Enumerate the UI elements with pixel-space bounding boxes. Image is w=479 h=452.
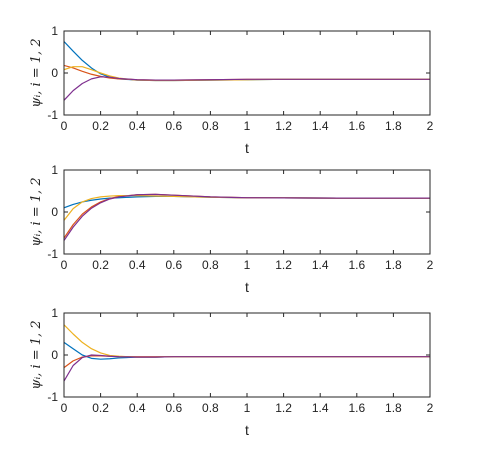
x-tick-label: 1.8	[385, 258, 402, 272]
x-tick-label: 1.6	[348, 258, 365, 272]
y-axis-label: ψᵢ, i = 1, 2	[29, 38, 44, 107]
x-axis-label: t	[245, 140, 249, 156]
y-tick-label: 1	[51, 306, 58, 320]
x-tick-label: 0	[61, 119, 68, 133]
axes-box	[63, 30, 431, 116]
x-tick-label: 0.2	[92, 119, 109, 133]
x-tick-label: 1.6	[348, 401, 365, 415]
series-line-3	[64, 195, 430, 221]
x-tick-label: 1.4	[312, 119, 329, 133]
x-tick-label: 0.6	[165, 258, 182, 272]
series-line-4	[64, 76, 430, 101]
y-tick-label: -1	[47, 390, 58, 404]
series-line-1	[64, 41, 430, 82]
x-tick-label: 0.6	[165, 401, 182, 415]
y-tick-label: -1	[47, 108, 58, 122]
series-line-4	[64, 193, 430, 241]
x-tick-label: 0.4	[129, 401, 146, 415]
x-tick-label: 1.4	[312, 258, 329, 272]
x-tick-label: 0	[61, 258, 68, 272]
axes-box	[63, 169, 431, 255]
x-tick-label: 1.6	[348, 119, 365, 133]
x-tick-label: 1.2	[275, 258, 292, 272]
y-tick-label: -1	[47, 247, 58, 261]
x-tick-label: 1	[244, 258, 251, 272]
series-line-4	[64, 354, 430, 382]
series-line-2	[64, 193, 430, 239]
x-tick-label: 0.2	[92, 258, 109, 272]
x-tick-label: 2	[427, 401, 434, 415]
x-tick-label: 0.4	[129, 119, 146, 133]
axes-box	[63, 312, 431, 398]
y-tick-label: 1	[51, 163, 58, 177]
x-axis-label: t	[245, 422, 249, 438]
x-tick-label: 0.2	[92, 401, 109, 415]
x-tick-label: 0.8	[202, 401, 219, 415]
y-tick-label: 0	[51, 66, 58, 80]
y-axis-label: ψᵢ, i = 1, 2	[29, 177, 44, 246]
series-line-3	[64, 324, 430, 358]
x-tick-label: 1.8	[385, 401, 402, 415]
x-tick-label: 0	[61, 401, 68, 415]
x-tick-label: 0.8	[202, 258, 219, 272]
x-tick-label: 1.2	[275, 119, 292, 133]
x-tick-label: 1.8	[385, 119, 402, 133]
y-tick-label: 0	[51, 205, 58, 219]
x-tick-label: 0.6	[165, 119, 182, 133]
x-tick-label: 2	[427, 119, 434, 133]
x-tick-label: 1.2	[275, 401, 292, 415]
x-tick-label: 0.4	[129, 258, 146, 272]
x-tick-label: 1	[244, 119, 251, 133]
x-tick-label: 1	[244, 401, 251, 415]
x-tick-label: 1.4	[312, 401, 329, 415]
x-axis-label: t	[245, 279, 249, 295]
y-tick-label: 0	[51, 348, 58, 362]
x-tick-label: 0.8	[202, 119, 219, 133]
x-tick-label: 2	[427, 258, 434, 272]
y-axis-label: ψᵢ, i = 1, 2	[29, 320, 44, 389]
y-tick-label: 1	[51, 24, 58, 38]
